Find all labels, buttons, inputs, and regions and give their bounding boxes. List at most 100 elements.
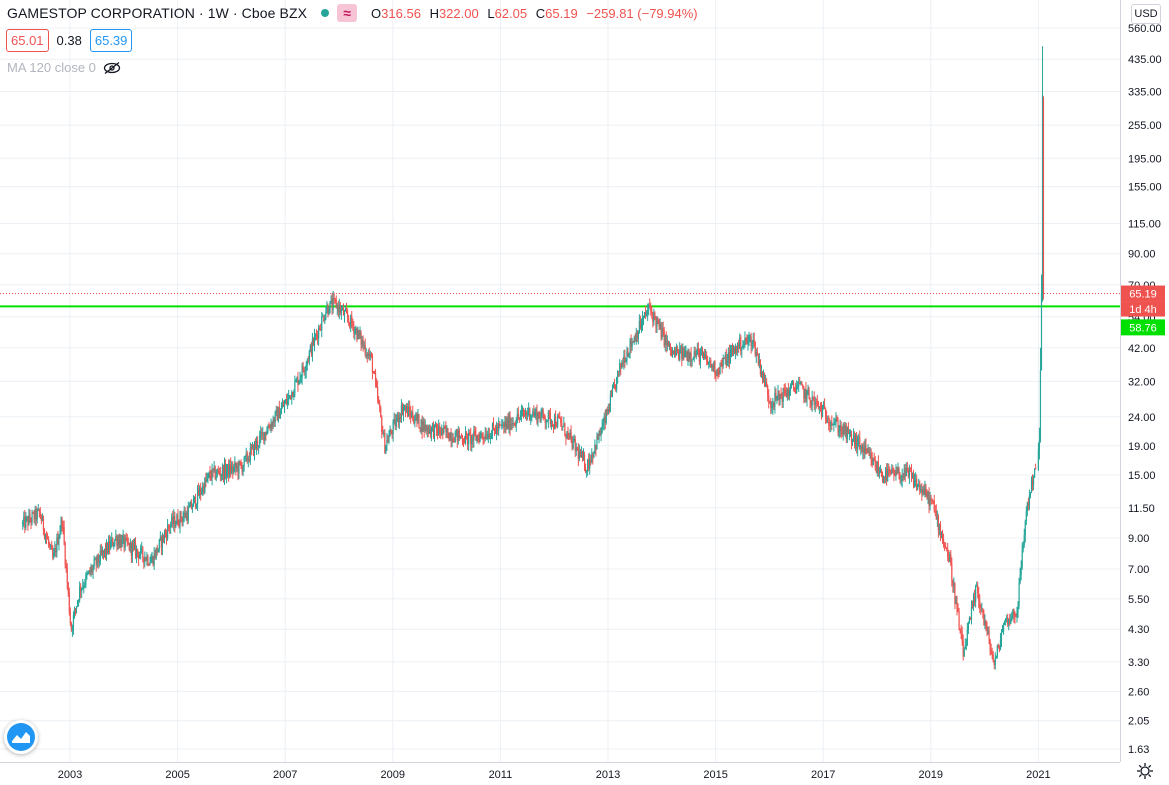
candle-body [862, 447, 864, 452]
candle-body [281, 404, 284, 408]
candle-body [848, 433, 851, 435]
candle-body [259, 436, 261, 446]
candle-body [651, 311, 653, 313]
candle-body [445, 427, 447, 433]
candle-body [338, 305, 340, 313]
candle-body [479, 434, 481, 442]
eye-off-icon[interactable] [102, 61, 122, 75]
candle-body [481, 433, 483, 437]
candle-body [27, 517, 29, 525]
candle-body [369, 353, 371, 356]
candle-body [865, 445, 867, 451]
candle-body [688, 354, 690, 360]
symbol-name[interactable]: GAMESTOP CORPORATION [7, 5, 195, 21]
candle-body [831, 422, 833, 425]
candle-body [700, 350, 703, 353]
sell-price-button[interactable]: 65.01 [6, 29, 49, 52]
candle-body [444, 426, 446, 428]
candle-body [957, 609, 959, 612]
candle-body [558, 415, 560, 418]
candle-body [827, 422, 829, 424]
candle-body [948, 557, 950, 562]
candle-body [467, 433, 469, 445]
candle-body [177, 515, 179, 525]
candle-body [31, 512, 33, 523]
tradingview-logo-icon[interactable] [4, 720, 38, 754]
buy-price-button[interactable]: 65.39 [89, 29, 133, 52]
candle-body [478, 437, 480, 442]
candle-body [662, 328, 664, 331]
candle-body [715, 374, 717, 376]
candle-body [546, 420, 548, 423]
candle-body [587, 459, 589, 471]
candle-body [99, 550, 101, 562]
status-dot-icon[interactable] [315, 4, 335, 22]
candle-body [706, 355, 708, 361]
candle-body [623, 356, 625, 364]
candle-body [872, 458, 874, 465]
y-tick-label: 2.05 [1128, 716, 1149, 728]
candle-body [56, 537, 58, 553]
candle-body [860, 445, 862, 449]
last-price-tag-bg [1121, 285, 1165, 302]
candle-body [1024, 521, 1026, 535]
candle-body [695, 354, 697, 357]
horizontal-line-layer[interactable] [0, 293, 1120, 308]
wave-icon[interactable]: ≈ [337, 4, 358, 22]
candle-body [414, 420, 416, 424]
candle-body [563, 423, 565, 427]
candle-body [805, 388, 807, 400]
y-tick-label: 435.00 [1128, 54, 1162, 66]
candle-body [768, 395, 770, 402]
candle-body [318, 327, 320, 339]
candle-body [383, 432, 385, 435]
candle-body [821, 406, 824, 417]
candle-body [222, 466, 225, 479]
candle-body [49, 543, 51, 546]
candle-body [234, 462, 236, 468]
indicator-label[interactable]: MA 120 close 0 [7, 60, 96, 75]
candle-body [897, 469, 899, 474]
candle-body [886, 468, 888, 481]
price-tags-layer: 65.19 1d 4h 58.76 [1121, 285, 1165, 336]
currency-button[interactable]: USD [1131, 4, 1161, 24]
candle-body [387, 439, 389, 443]
candle-body [182, 516, 184, 522]
candle-body [209, 472, 211, 477]
candle-body [76, 600, 79, 607]
candle-body [858, 437, 860, 440]
candle-body [591, 454, 593, 462]
candle-body [966, 629, 968, 645]
y-tick-label: 255.00 [1128, 120, 1162, 132]
candle-body [374, 373, 377, 382]
candle-body [732, 348, 735, 352]
interval-label[interactable]: 1W [207, 5, 229, 21]
candle-body [181, 519, 183, 522]
candle-body [744, 338, 746, 344]
y-tick-label: 15.00 [1128, 470, 1156, 482]
indicator-legend[interactable]: MA 120 close 0 [7, 60, 122, 75]
candle-body [595, 444, 597, 450]
candle-body [759, 359, 762, 375]
candle-body [931, 498, 933, 501]
candle-body [577, 449, 579, 459]
candle-body [311, 338, 314, 355]
candle-body [835, 419, 837, 424]
candle-body [562, 426, 564, 428]
x-tick-label: 2003 [58, 769, 82, 781]
candle-body [164, 533, 167, 535]
candle-body [804, 388, 806, 399]
candle-body [229, 464, 231, 476]
candle-body [739, 337, 741, 349]
candle-body [829, 422, 831, 426]
settings-icon[interactable] [1136, 762, 1154, 780]
candle-body [104, 548, 107, 555]
candle-body [538, 412, 540, 418]
candle-body [81, 588, 83, 592]
candle-body [666, 340, 668, 346]
candle-body [146, 556, 148, 561]
candle-body [989, 639, 991, 651]
candle-body [773, 402, 775, 407]
candle-body [691, 359, 693, 361]
